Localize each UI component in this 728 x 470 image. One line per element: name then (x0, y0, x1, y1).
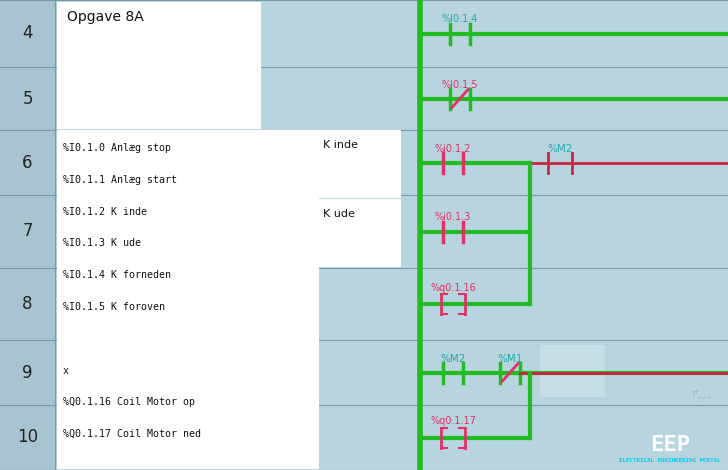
Text: 6: 6 (23, 154, 33, 172)
Text: %I0.1.3 K ude: %I0.1.3 K ude (63, 238, 141, 249)
Text: ELECTRICAL ENGINEERING PORTAL: ELECTRICAL ENGINEERING PORTAL (620, 459, 721, 463)
Bar (545, 361, 551, 368)
Text: Opgave 8A: Opgave 8A (67, 10, 143, 24)
Text: 9: 9 (23, 363, 33, 382)
Text: 4: 4 (23, 24, 33, 42)
Bar (318, 130, 400, 197)
Text: %i0.1.2: %i0.1.2 (435, 143, 471, 154)
Text: %q0.1.16: %q0.1.16 (430, 283, 476, 293)
Text: 10: 10 (17, 429, 38, 446)
Bar (569, 347, 575, 353)
Text: EEP: EEP (650, 435, 690, 455)
Text: ←/→: ←/→ (698, 395, 712, 401)
Text: %I0.1.4: %I0.1.4 (442, 15, 478, 24)
Bar (593, 377, 599, 384)
Text: %M2: %M2 (440, 353, 466, 363)
Bar (318, 199, 400, 266)
Bar (593, 347, 599, 353)
Text: %I0.1.5 K foroven: %I0.1.5 K foroven (63, 302, 165, 312)
Text: K ude: K ude (323, 209, 355, 219)
Text: K inde: K inde (323, 140, 358, 150)
Bar (540, 345, 605, 397)
Text: %M2: %M2 (547, 143, 573, 154)
Bar (57, 130, 318, 468)
Text: 8: 8 (23, 295, 33, 313)
Text: %I0.1.2 K inde: %I0.1.2 K inde (63, 207, 147, 217)
Bar (545, 347, 551, 353)
Text: %I0.1.4 K forneden: %I0.1.4 K forneden (63, 270, 171, 280)
Text: %Q0.1.17 Coil Motor ned: %Q0.1.17 Coil Motor ned (63, 429, 201, 439)
Text: 7: 7 (23, 222, 33, 241)
Bar (593, 361, 599, 368)
Text: %M1: %M1 (497, 353, 523, 363)
Bar (0, 0, 55, 470)
Text: %I0.1.0 Anlæg stop: %I0.1.0 Anlæg stop (63, 143, 171, 153)
Text: %i0.1.3: %i0.1.3 (435, 212, 471, 222)
Text: %Q0.1.16 Coil Motor op: %Q0.1.16 Coil Motor op (63, 398, 195, 407)
Text: 5: 5 (23, 89, 33, 108)
Bar (545, 377, 551, 384)
Text: x: x (63, 366, 69, 376)
Bar (57, 2, 260, 128)
Text: %I0.1.1 Anlæg start: %I0.1.1 Anlæg start (63, 175, 177, 185)
Text: ↱: ↱ (690, 390, 700, 400)
Bar (569, 377, 575, 384)
Text: %I0.1.5: %I0.1.5 (442, 79, 478, 89)
Text: %q0.1.17: %q0.1.17 (430, 416, 476, 426)
